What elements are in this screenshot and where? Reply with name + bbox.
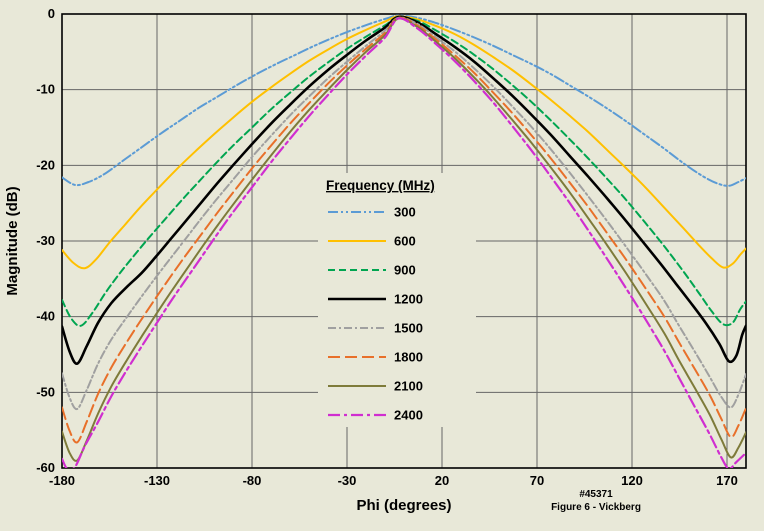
y-tick-label: -60 <box>36 460 55 475</box>
y-axis-title: Magnitude (dB) <box>4 186 21 295</box>
series-line-2400 <box>62 17 746 468</box>
plot-border <box>61 13 747 469</box>
x-tick-label: 70 <box>530 473 544 488</box>
x-tick-label: 20 <box>435 473 449 488</box>
legend-label-600: 600 <box>394 234 416 249</box>
x-axis-title: Phi (degrees) <box>356 497 451 514</box>
chart-legend: Frequency (MHz) 300 600 900 1200 1500 1800 2100… <box>318 173 476 427</box>
legend-label-900: 900 <box>394 263 416 278</box>
figure-caption: Figure 6 - Vickberg <box>551 502 641 513</box>
x-tick-label: -80 <box>243 473 262 488</box>
legend-label-300: 300 <box>394 205 416 220</box>
y-tick-label: -10 <box>36 82 55 97</box>
x-tick-label: -30 <box>338 473 357 488</box>
chart-axes-layer: Phi (degrees) Magnitude (dB) #45371 Figu… <box>4 6 738 514</box>
legend-label-2400: 2400 <box>394 408 423 423</box>
y-tick-label: -50 <box>36 384 55 399</box>
figure-number: #45371 <box>579 489 613 500</box>
chart-grid-layer <box>61 13 747 469</box>
series-line-2100 <box>62 17 746 462</box>
legend-title: Frequency (MHz) <box>326 178 435 193</box>
y-tick-label: -40 <box>36 309 55 324</box>
x-tick-label: 120 <box>621 473 643 488</box>
y-tick-label: -30 <box>36 233 55 248</box>
legend-label-1200: 1200 <box>394 292 423 307</box>
x-tick-label: -130 <box>144 473 170 488</box>
y-tick-label: 0 <box>48 6 55 21</box>
y-tick-label: -20 <box>36 157 55 172</box>
legend-label-2100: 2100 <box>394 379 423 394</box>
legend-label-1500: 1500 <box>394 321 423 336</box>
x-tick-label: -180 <box>49 473 75 488</box>
chart-series-layer <box>62 14 746 468</box>
x-tick-label: 170 <box>716 473 738 488</box>
legend-label-1800: 1800 <box>394 350 423 365</box>
